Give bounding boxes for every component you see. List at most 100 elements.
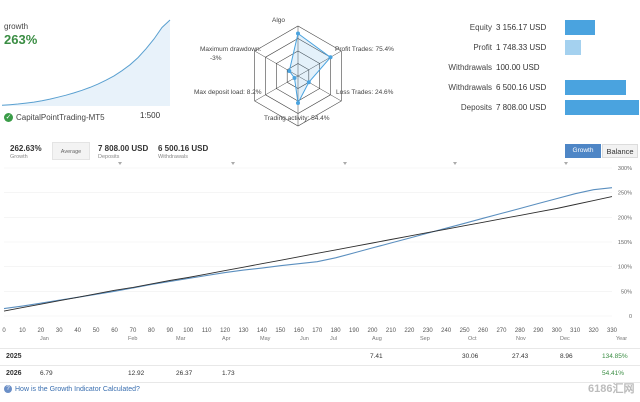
summary-average[interactable]: Average bbox=[52, 142, 90, 160]
mini-growth-chart bbox=[1, 19, 171, 106]
x-tick-label: 10 bbox=[19, 328, 26, 334]
watermark-logo: 6186汇网 bbox=[588, 383, 635, 395]
y-tick-label: 200% bbox=[618, 215, 632, 221]
period-marker bbox=[118, 162, 122, 165]
x-tick-label: 50 bbox=[93, 328, 100, 334]
growth-card-label: growth bbox=[4, 22, 29, 31]
y-tick-label: 0 bbox=[629, 314, 632, 320]
year-row-2025: 2025 7.41 30.06 27.43 8.96 134.85% bbox=[0, 350, 640, 364]
stat-label: Deposits bbox=[460, 103, 492, 112]
x-tick-label: 40 bbox=[74, 328, 81, 334]
radar-label-deposit-load: Max deposit load: 8.2% bbox=[194, 89, 262, 96]
radar-value-point bbox=[296, 101, 300, 105]
month-label: Nov bbox=[516, 336, 526, 342]
y-tick-label: 250% bbox=[618, 191, 632, 197]
radar-svg bbox=[254, 25, 342, 127]
tab-growth[interactable]: Growth bbox=[565, 144, 601, 158]
mini-growth-area bbox=[2, 20, 170, 106]
summary-growth-label: Growth bbox=[10, 154, 28, 160]
x-tick-label: 190 bbox=[349, 328, 360, 334]
month-label: Sep bbox=[420, 336, 430, 342]
stat-row-equity: Equity 3 156.17 USD bbox=[440, 18, 640, 36]
year-row-2026: 2026 6.79 12.92 26.37 1.73 54.41% bbox=[0, 367, 640, 381]
month-growth-cell: 1.73 bbox=[222, 370, 235, 377]
x-tick-label: 130 bbox=[239, 328, 250, 334]
month-growth-cell: 30.06 bbox=[462, 353, 479, 360]
x-tick-label: 310 bbox=[570, 328, 581, 334]
mini-growth-line bbox=[1, 19, 171, 106]
summary-deposits-value: 7 808.00 USD bbox=[98, 144, 149, 153]
radar-value-point bbox=[328, 55, 333, 60]
account-name[interactable]: ✓ CapitalPointTrading-MT5 bbox=[4, 110, 204, 124]
radar-label-drawdown-value: -3% bbox=[210, 55, 222, 62]
x-tick-label: 60 bbox=[111, 328, 118, 334]
period-marker bbox=[564, 162, 568, 165]
verified-check-icon: ✓ bbox=[4, 112, 13, 122]
summary-average-label: Average bbox=[60, 149, 82, 155]
x-tick-label: 240 bbox=[441, 328, 452, 334]
period-marker bbox=[231, 162, 235, 165]
x-tick-label: 250 bbox=[460, 328, 471, 334]
x-tick-label: 260 bbox=[478, 328, 489, 334]
radar-chart: Algo Maximum drawdown: -3% Profit Trades… bbox=[190, 14, 430, 130]
radar-value-point bbox=[296, 31, 300, 36]
stat-value: 1 748.33 USD bbox=[496, 43, 547, 52]
year-label: 2025 bbox=[6, 353, 22, 360]
months-header: Jan Feb Mar Apr May Jun Jul Aug Sep Oct Nov Dec Year bbox=[0, 336, 640, 346]
x-tick-label: 170 bbox=[312, 328, 323, 334]
y-tick-label: 100% bbox=[618, 265, 632, 271]
table-divider bbox=[0, 365, 640, 366]
summary-growth: 262.63% Growth bbox=[10, 144, 42, 160]
growth-chart-svg: 300% 250% 200% 150% 100% 50% 0 0 10 20 30 40 50 60 70 8… bbox=[2, 162, 632, 334]
year-total-cell: 54.41% bbox=[602, 370, 625, 377]
stat-row-deposits: Deposits 7 808.00 USD bbox=[440, 98, 640, 116]
help-icon: ? bbox=[4, 385, 12, 393]
x-tick-label: 300 bbox=[552, 328, 563, 334]
month-label: Mar bbox=[176, 336, 186, 342]
year-label: 2026 bbox=[6, 370, 22, 377]
stat-row-profit: Profit 1 748.33 USD bbox=[440, 38, 640, 56]
x-tick-label: 70 bbox=[130, 328, 137, 334]
x-tick-label: 110 bbox=[202, 328, 212, 334]
x-tick-label: 180 bbox=[331, 328, 342, 334]
month-label: May bbox=[260, 336, 271, 342]
radar-value-point bbox=[287, 69, 292, 73]
summary-strip: 262.63% Growth Average 7 808.00 USD Depo… bbox=[0, 142, 640, 164]
month-label: Jun bbox=[300, 336, 309, 342]
summary-growth-value: 262.63% bbox=[10, 144, 42, 153]
x-tick-label: 220 bbox=[404, 328, 415, 334]
growth-help-link[interactable]: ? How is the Growth Indicator Calculated… bbox=[4, 385, 140, 393]
x-tick-label: 320 bbox=[589, 328, 600, 334]
stat-row-withdrawals-small: Withdrawals 100.00 USD bbox=[440, 58, 640, 76]
table-divider bbox=[0, 348, 640, 349]
x-tick-label: 20 bbox=[38, 328, 45, 334]
radar-axis bbox=[297, 75, 342, 102]
stat-label: Withdrawals bbox=[448, 63, 492, 72]
radar-value-point bbox=[292, 76, 297, 80]
x-tick-label: 210 bbox=[386, 328, 397, 334]
period-marker bbox=[453, 162, 457, 165]
radar-label-activity: Trading activity: 54.4% bbox=[264, 115, 330, 122]
summary-withdrawals: 6 500.16 USD Withdrawals bbox=[158, 144, 208, 160]
growth-help-link-text: How is the Growth Indicator Calculated? bbox=[15, 385, 140, 393]
stat-bar bbox=[565, 40, 581, 55]
account-stats: Equity 3 156.17 USD Profit 1 748.33 USD … bbox=[440, 14, 640, 118]
month-label: Aug bbox=[372, 336, 382, 342]
stat-value: 100.00 USD bbox=[496, 63, 540, 72]
stat-bar bbox=[565, 80, 626, 95]
account-name-text: CapitalPointTrading-MT5 bbox=[16, 112, 105, 122]
tab-balance[interactable]: Balance bbox=[602, 144, 638, 158]
month-label: Jan bbox=[40, 336, 49, 342]
x-tick-label: 160 bbox=[294, 328, 305, 334]
stat-row-withdrawals: Withdrawals 6 500.16 USD bbox=[440, 78, 640, 96]
summary-deposits: 7 808.00 USD Deposits bbox=[98, 144, 148, 160]
month-growth-cell: 7.41 bbox=[370, 353, 383, 360]
month-label: Year bbox=[616, 336, 628, 342]
stat-bar bbox=[565, 100, 639, 115]
stat-value: 6 500.16 USD bbox=[496, 83, 547, 92]
stat-bar bbox=[565, 20, 595, 35]
leverage: 1:500 bbox=[140, 111, 161, 120]
month-growth-cell: 12.92 bbox=[128, 370, 145, 377]
stat-label: Withdrawals bbox=[448, 83, 492, 92]
growth-card-value: 263% bbox=[4, 32, 38, 47]
